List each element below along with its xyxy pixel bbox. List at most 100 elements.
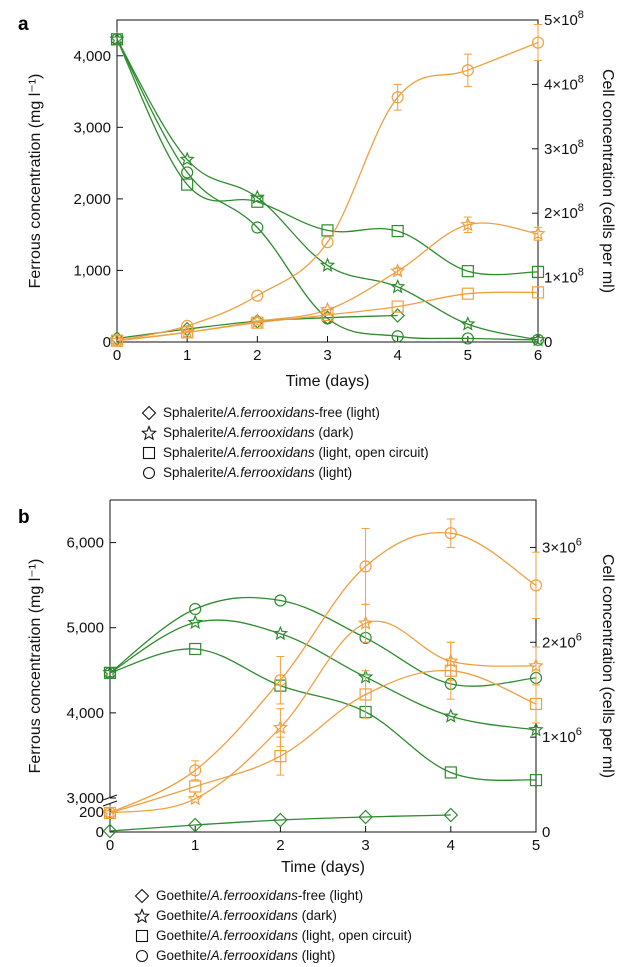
y2-tick-label-a: 2×108 [544,202,584,222]
legend-label: Goethite/A.ferrooxidans-free (light) [156,886,363,906]
y2-tick-label-a: 5×108 [544,9,584,29]
series-line-b-6 [110,533,536,813]
legend-entry: Sphalerite/A.ferrooxidans (light, open c… [141,443,429,463]
x-tick-label-b: 3 [361,837,369,854]
series-line-a-3 [117,39,538,340]
y2-tick-exponent-a: 8 [578,73,584,85]
plot-frame-b [110,500,536,832]
x-tick-label-b: 1 [191,837,199,854]
legend-circle-icon [134,948,150,964]
series-line-a-4 [117,223,538,341]
legend-label: Sphalerite/A.ferrooxidans-free (light) [163,403,380,423]
x-tick-label-b: 0 [106,837,114,854]
x-tick-label-b: 5 [532,837,540,854]
legend-label: Sphalerite/A.ferrooxidans (dark) [163,423,354,443]
legend-entry: Goethite/A.ferrooxidans (light) [134,946,412,966]
legend-post: (dark) [315,425,354,440]
legend-panel-b: Goethite/A.ferrooxidans-free (light) Goet… [134,886,412,966]
y-tick-label-a: 3,000 [73,119,111,136]
legend-label: Sphalerite/A.ferrooxidans (light) [163,463,352,483]
y-tick-label-b: 5,000 [66,620,104,637]
y2-tick-exponent-b: 6 [576,726,582,738]
legend-italic: A.ferrooxidans [228,405,315,420]
y2-tick-label-a: 4×108 [544,73,584,93]
legend-pre: Sphalerite/ [163,405,228,420]
legend-diamond-icon [134,888,150,904]
panel-label-a: a [18,14,29,35]
y2-tick-label-b: 3×106 [542,536,582,556]
y-axis-label-a: Ferrous concentration (mg l⁻¹) [27,74,44,289]
legend-label: Goethite/A.ferrooxidans (dark) [156,906,337,926]
series-line-b-3 [110,597,536,686]
legend-pre: Goethite/ [156,908,211,923]
x-tick-label-a: 4 [393,347,401,364]
legend-label: Goethite/A.ferrooxidans (light) [156,946,335,966]
y-tick-label-b: 6,000 [66,535,104,552]
y-tick-label-b: 4,000 [66,705,104,722]
legend-italic: A.ferrooxidans [211,928,298,943]
y-tick-label-a: 4,000 [73,48,111,65]
legend-pre: Sphalerite/ [163,425,228,440]
x-tick-label-a: 0 [113,347,121,364]
legend-entry: Sphalerite/A.ferrooxidans (dark) [141,423,429,443]
series-line-a-6 [117,43,538,341]
legend-italic: A.ferrooxidans [228,425,315,440]
y2-tick-label-b: 2×106 [542,631,582,651]
y-axis-label-b: Ferrous concentration (mg l⁻¹) [27,559,44,774]
y2-tick-exponent-a: 8 [578,202,584,214]
legend-entry: Goethite/A.ferrooxidans (light, open cir… [134,926,412,946]
legend-square-icon [134,928,150,944]
legend-label: Sphalerite/A.ferrooxidans (light, open c… [163,443,429,463]
legend-star-icon [141,425,157,441]
y2-tick-label-b: 1×106 [542,726,582,746]
legend-entry: Sphalerite/A.ferrooxidans (light) [141,463,429,483]
legend-italic: A.ferrooxidans [211,948,298,963]
y2-axis-label-b: Cell concentration (cells per ml) [599,554,616,778]
legend-post: (light, open circuit) [315,445,429,460]
y2-axis-label-a: Cell concentration (cells per ml) [599,69,616,293]
y-tick-label-a: 2,000 [73,191,111,208]
legend-italic: A.ferrooxidans [228,445,315,460]
x-tick-label-a: 3 [323,347,331,364]
y2-tick-exponent-a: 8 [578,9,584,21]
legend-pre: Goethite/ [156,888,211,903]
series-line-a-1 [117,39,538,340]
x-tick-label-a: 1 [183,347,191,364]
legend-post: (light, open circuit) [298,928,412,943]
y2-tick-exponent-a: 8 [578,138,584,150]
x-axis-label-b: Time (days) [281,859,365,876]
x-tick-label-b: 2 [276,837,284,854]
y-tick-label-a: 0 [103,334,111,351]
x-tick-label-a: 2 [253,347,261,364]
y-tick-label-b: 3,000 [66,790,104,807]
legend-post: (light) [315,465,353,480]
x-tick-label-b: 4 [447,837,455,854]
y-tick-label-b: 0 [96,824,104,841]
legend-entry: Goethite/A.ferrooxidans (dark) [134,906,412,926]
legend-italic: A.ferrooxidans [228,465,315,480]
legend-italic: A.ferrooxidans [211,888,298,903]
legend-square-icon [141,445,157,461]
series-line-a-5 [117,292,538,341]
legend-entry: Sphalerite/A.ferrooxidans-free (light) [141,403,429,423]
y2-tick-exponent-b: 6 [576,631,582,643]
legend-post: (light) [298,948,336,963]
legend-post: (dark) [298,908,337,923]
y2-tick-exponent-b: 6 [576,536,582,548]
legend-circle-icon [141,465,157,481]
legend-diamond-icon [141,405,157,421]
legend-star-icon [134,908,150,924]
legend-pre: Sphalerite/ [163,465,228,480]
legend-pre: Goethite/ [156,928,211,943]
legend-italic: A.ferrooxidans [211,908,298,923]
legend-post: -free (light) [298,888,363,903]
y2-tick-label-a: 0 [544,334,552,351]
legend-panel-a: Sphalerite/A.ferrooxidans-free (light) Sp… [141,403,429,483]
series-line-a-2 [117,39,538,274]
legend-pre: Goethite/ [156,948,211,963]
legend-entry: Goethite/A.ferrooxidans-free (light) [134,886,412,906]
legend-pre: Sphalerite/ [163,445,228,460]
y2-tick-label-b: 0 [542,824,550,841]
y-tick-label-a: 1,000 [73,262,111,279]
